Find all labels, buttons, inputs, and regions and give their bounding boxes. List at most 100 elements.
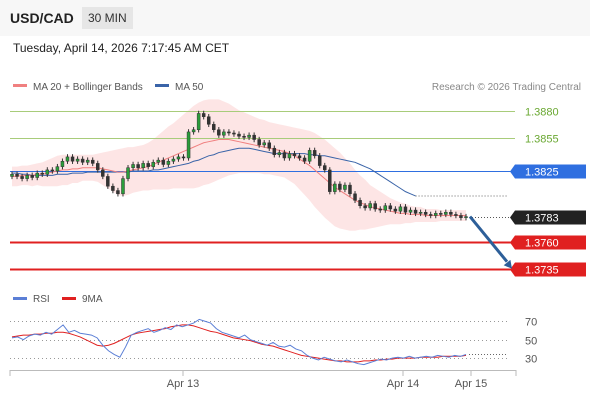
candle-body-32 [171,158,176,162]
candle-body-47 [247,134,251,138]
candle-body-66 [343,184,347,190]
candle-body-59 [307,150,312,162]
candle-body-6 [40,172,45,175]
candle-body-75 [388,205,393,210]
rsi-tick-1: 50 [525,336,537,348]
candle-body-17 [96,163,100,171]
candle-body-27 [146,163,150,167]
candle-body-4 [30,175,34,178]
candle-body-5 [35,172,39,178]
candle-body-70 [363,205,367,209]
rsi-line [11,318,467,366]
candle-body-53 [277,152,282,155]
level-badge-2 [510,164,586,179]
candle-body-38 [201,113,206,117]
candle-body-67 [348,184,352,195]
candle-body-58 [302,157,307,162]
candle-body-9 [55,166,60,172]
legend-ma50-swatch [155,84,169,87]
candle-body-37 [196,113,201,130]
candle-body-34 [181,156,186,159]
candle-body-28 [151,162,155,167]
candle-body-49 [257,139,261,146]
candle-body-18 [101,169,105,177]
candle-body-33 [176,156,181,160]
legend-9ma-swatch [62,297,76,300]
candle-body-76 [393,208,398,212]
candle-body-48 [252,134,256,140]
candle-body-25 [136,164,140,168]
candle-body-19 [106,176,110,187]
candle-body-69 [358,200,362,206]
candle-body-16 [90,159,95,164]
candle-body-68 [353,193,357,201]
level-badge-4 [510,235,586,250]
timeframe-button[interactable]: 30 MIN [82,7,133,29]
candle-body-74 [383,205,388,211]
chart-header: USD/CAD 30 MIN [0,0,590,36]
candle-body-22 [121,178,125,195]
candle-body-11 [65,156,70,162]
x-tick-label-1: Apr 14 [387,378,419,390]
datetime-label: Tuesday, April 14, 2026 7:17:45 AM CET [13,41,230,55]
candle-body-55 [287,153,292,159]
candle-body-90 [464,216,468,218]
level-badge-3 [510,210,586,225]
candle-body-40 [212,124,216,130]
candle-body-73 [378,208,382,211]
level-label-2: 1.3825 [525,167,559,179]
candle-body-13 [75,158,80,162]
candle-body-84 [433,213,438,216]
rsi-tick-0: 70 [525,317,537,329]
candle-body-88 [454,214,458,216]
level-label-1: 1.3855 [525,134,559,146]
level-label-5: 1.3735 [525,265,559,277]
forecast-arrow-shaft [468,215,509,263]
level-label-3: 1.3783 [525,213,559,225]
candle-body-0 [10,174,14,177]
legend-9ma-label: 9MA [82,294,103,305]
candle-body-78 [403,206,408,213]
candle-body-43 [227,131,231,134]
candle-body-82 [423,212,428,215]
x-tick-label-2: Apr 15 [455,378,487,390]
candle-body-87 [449,212,453,215]
candle-body-36 [191,129,196,133]
candle-body-80 [413,209,418,214]
bollinger-band-fill [12,99,466,231]
candle-body-1 [15,174,19,177]
candle-body-41 [217,129,221,136]
ma50-line [12,147,416,197]
forecast-arrow-head [503,259,512,269]
legend-ma50-label: MA 50 [175,82,204,93]
candle-body-35 [186,131,191,159]
candle-body-52 [272,147,277,155]
candle-body-8 [50,169,55,172]
candle-body-72 [373,203,377,210]
candle-body-77 [398,206,403,212]
candle-body-86 [444,212,448,215]
candle-body-44 [232,132,236,135]
credit-label: Research © 2026 Trading Central [432,82,581,93]
candle-body-24 [131,164,135,168]
symbol-title: USD/CAD [10,10,74,26]
candle-body-30 [161,159,166,165]
candle-body-81 [418,212,423,214]
candle-body-21 [116,190,120,195]
candle-body-50 [262,142,266,146]
candle-body-26 [141,163,145,168]
candle-body-20 [111,185,115,191]
candle-body-85 [439,213,443,215]
legend-ma20-swatch [13,84,27,87]
legend-rsi-label: RSI [33,294,50,305]
candle-body-14 [80,158,85,163]
candle-body-83 [428,214,433,216]
candle-body-60 [312,150,317,157]
legend-ma20-label: MA 20 + Bollinger Bands [33,82,143,93]
level-label-0: 1.3880 [525,107,559,119]
candle-body-12 [70,156,75,162]
x-tick-label-0: Apr 13 [167,378,199,390]
candle-body-89 [459,215,463,218]
level-label-4: 1.3760 [525,238,559,250]
